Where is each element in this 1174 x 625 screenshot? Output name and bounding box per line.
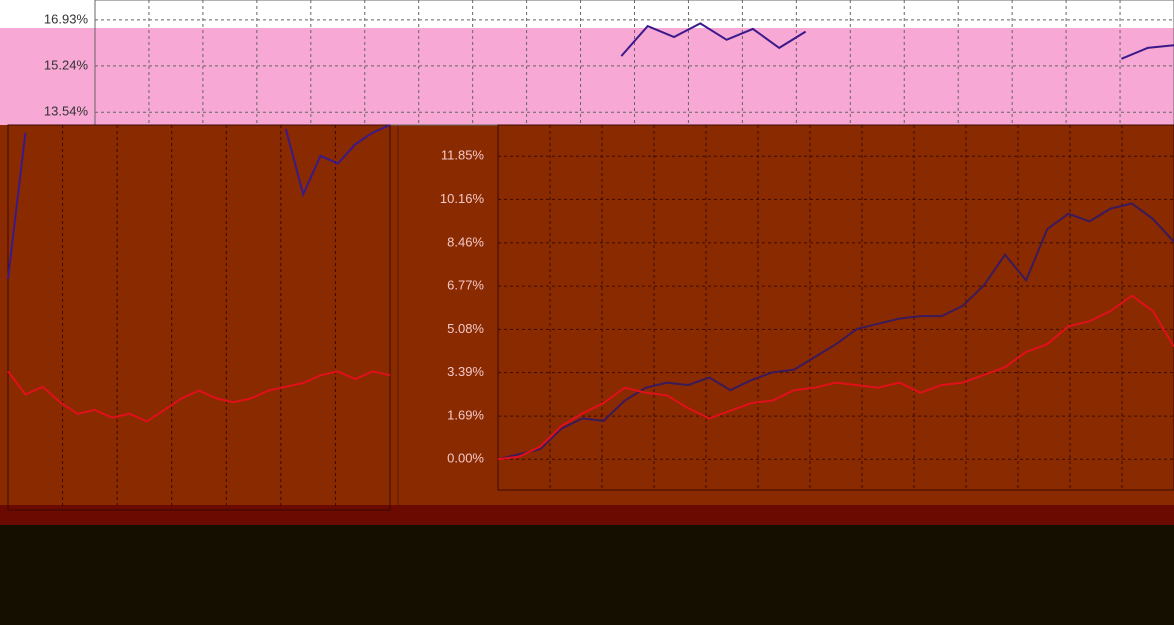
y-tick-label: 10.16% [440,191,485,206]
screen: 16.93% 15.24% 13.54% 11.85% 10.16% 8.46% 6.77%… [0,0,1174,625]
y-tick-label: 11.85% [441,148,485,163]
main-panel [0,125,1174,525]
y-tick-label: 8.46% [447,234,484,249]
y-tick-label: 0.00% [447,451,484,466]
y-tick-label: 3.39% [447,364,484,379]
y-tick-label: 5.08% [447,321,484,336]
y-tick-label: 13.54% [44,104,89,119]
bottom-panel [0,525,1174,625]
axis-strip [0,505,1174,525]
y-tick-label: 6.77% [447,278,484,293]
y-tick-label: 16.93% [44,11,89,26]
y-tick-label: 15.24% [44,57,89,72]
y-tick-label: 1.69% [447,408,484,423]
